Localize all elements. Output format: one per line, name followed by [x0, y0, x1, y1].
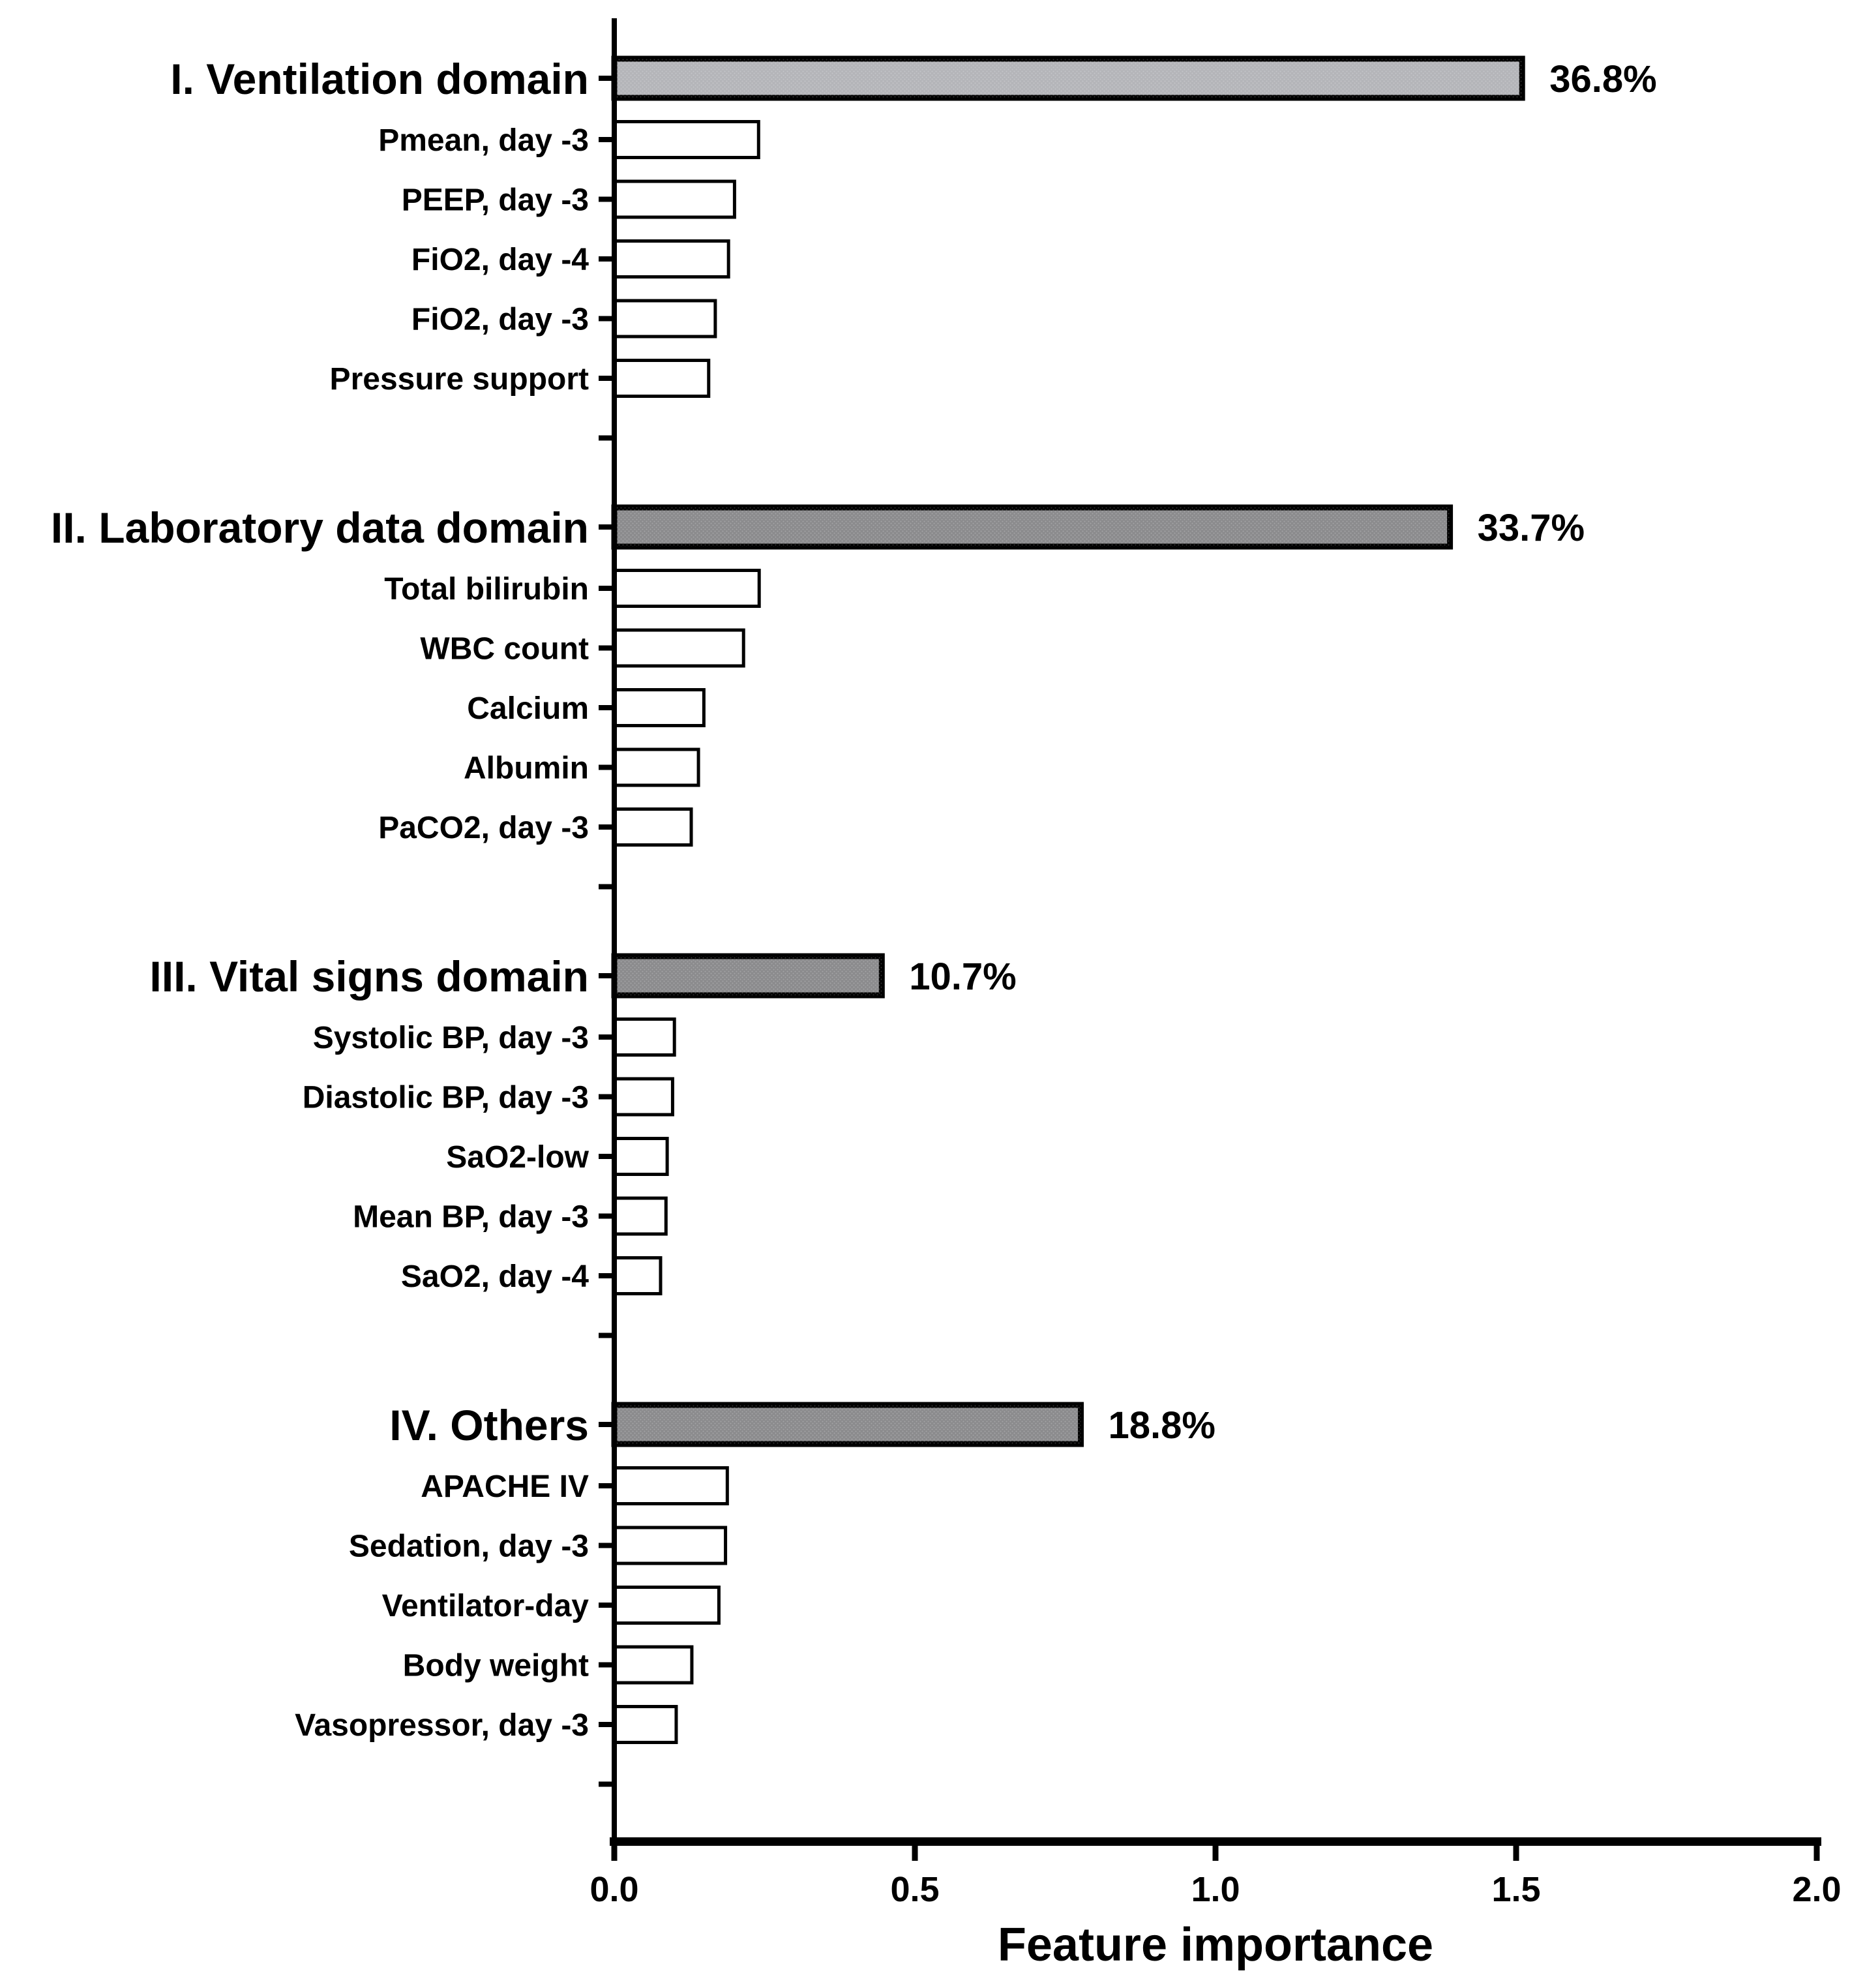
labels-layer: I. Ventilation domain 36.8% Pmean, day -3 P…: [51, 55, 1842, 1971]
y-axis-tick: [599, 316, 614, 322]
x-axis-title: Feature importance: [998, 1919, 1433, 1971]
y-axis-tick: [599, 764, 614, 770]
feature-label: Calcium: [467, 691, 589, 726]
domain-bar-texture-vital-signs: [614, 956, 882, 995]
y-axis-tick: [599, 1154, 614, 1159]
x-axis-tick: [912, 1845, 918, 1861]
feature-label: Pmean, day -3: [378, 123, 589, 158]
y-axis-tick: [599, 824, 614, 830]
feature-label: APACHE IV: [421, 1469, 589, 1504]
domain-pct-label-laboratory: 33.7%: [1478, 507, 1585, 549]
feature-label: Systolic BP, day -3: [313, 1021, 589, 1055]
y-axis-tick: [599, 1213, 614, 1219]
feature-label: FiO2, day -3: [411, 303, 589, 337]
feature-label: PaCO2, day -3: [378, 811, 589, 845]
domain-pct-label-vital-signs: 10.7%: [909, 956, 1016, 998]
y-axis-line: [612, 18, 617, 1850]
y-axis-tick: [599, 1722, 614, 1727]
feature-bar: [612, 1256, 663, 1295]
domain-bar-texture-others: [614, 1405, 1081, 1444]
y-axis-tick-spacer: [599, 1781, 614, 1787]
y-axis-tick: [599, 256, 614, 262]
feature-label: Diastolic BP, day -3: [303, 1081, 589, 1115]
y-axis-tick: [599, 705, 614, 710]
feature-bar: [612, 120, 760, 159]
feature-bar: [612, 1077, 674, 1117]
feature-label: Body weight: [403, 1649, 589, 1683]
feature-bar: [612, 569, 761, 608]
feature-label: Total bilirubin: [384, 572, 589, 607]
x-tick-label: 0.0: [589, 1870, 638, 1909]
domain-label-vital-signs: III. Vital signs domain: [149, 952, 589, 1001]
feature-label: Mean BP, day -3: [353, 1200, 589, 1235]
y-axis-tick-spacer: [599, 884, 614, 890]
y-axis-tick-domain-others: [599, 1422, 614, 1427]
feature-label: SaO2, day -4: [401, 1259, 589, 1294]
feature-label: PEEP, day -3: [402, 183, 589, 218]
y-axis-tick: [599, 645, 614, 651]
y-axis-tick-spacer: [599, 435, 614, 441]
y-axis-tick: [599, 1603, 614, 1608]
y-axis-tick: [599, 1094, 614, 1100]
feature-label: Ventilator-day: [382, 1589, 589, 1623]
y-axis-tick-domain-vital-signs: [599, 973, 614, 978]
feature-label: WBC count: [420, 632, 589, 667]
x-axis-line: [610, 1837, 1821, 1846]
domain-label-laboratory: II. Laboratory data domain: [51, 504, 589, 552]
feature-bar: [612, 1017, 676, 1057]
x-axis-tick: [1513, 1845, 1519, 1861]
feature-label: Albumin: [464, 751, 589, 786]
y-axis-tick-domain-ventilation: [599, 76, 614, 81]
feature-bar: [612, 807, 693, 847]
feature-bar: [612, 299, 717, 339]
y-axis-tick-domain-laboratory: [599, 524, 614, 530]
feature-label: Pressure support: [330, 362, 589, 397]
feature-bar: [612, 1526, 728, 1565]
y-axis-tick: [599, 1034, 614, 1040]
feature-label: Sedation, day -3: [349, 1529, 589, 1564]
feature-bar: [612, 1466, 729, 1505]
feature-label: Vasopressor, day -3: [295, 1708, 589, 1743]
x-tick-label: 1.5: [1491, 1870, 1540, 1909]
feature-bar: [612, 179, 736, 219]
feature-label: SaO2-low: [446, 1140, 589, 1175]
y-axis-tick: [599, 376, 614, 381]
feature-bar: [612, 1705, 678, 1744]
feature-bar: [612, 688, 706, 727]
bars-layer: [611, 55, 1525, 1744]
y-axis-tick: [599, 586, 614, 591]
y-axis-tick: [599, 1662, 614, 1668]
domain-bar-texture-laboratory: [614, 507, 1450, 547]
feature-bar: [612, 239, 730, 279]
axis-layer: [599, 18, 1821, 1861]
feature-bar: [612, 1586, 721, 1625]
feature-bar: [612, 359, 711, 398]
domain-pct-label-others: 18.8%: [1108, 1404, 1215, 1447]
x-axis-tick: [611, 1845, 618, 1861]
x-axis-tick: [1813, 1845, 1820, 1861]
feature-bar: [612, 1196, 668, 1236]
y-axis-tick: [599, 137, 614, 142]
domain-label-others: IV. Others: [389, 1401, 589, 1449]
y-axis-tick: [599, 1543, 614, 1548]
domain-label-ventilation: I. Ventilation domain: [170, 55, 589, 103]
y-axis-tick-spacer: [599, 1333, 614, 1338]
x-tick-label: 0.5: [890, 1870, 939, 1909]
y-axis-tick: [599, 196, 614, 202]
x-tick-label: 1.0: [1191, 1870, 1240, 1909]
domain-pct-label-ventilation: 36.8%: [1549, 58, 1656, 100]
feature-bar: [612, 1137, 669, 1176]
y-axis-tick: [599, 1273, 614, 1278]
feature-bar: [612, 747, 700, 787]
y-axis-tick: [599, 1483, 614, 1488]
feature-bar: [612, 628, 745, 668]
x-tick-label: 2.0: [1792, 1870, 1841, 1909]
feature-label: FiO2, day -4: [411, 243, 589, 277]
domain-bar-texture-ventilation: [614, 59, 1523, 98]
feature-bar: [612, 1645, 694, 1685]
x-axis-tick: [1212, 1845, 1219, 1861]
